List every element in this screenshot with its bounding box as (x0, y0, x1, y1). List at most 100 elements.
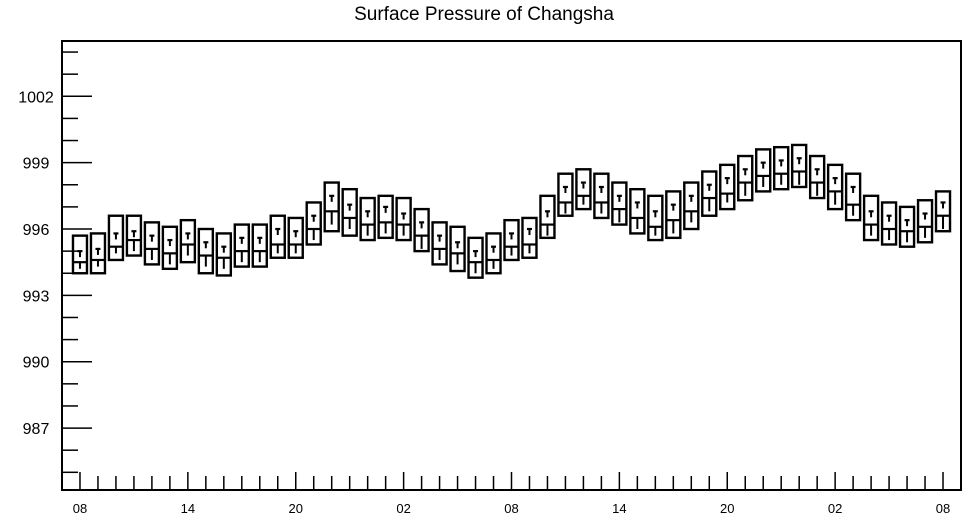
x-tick-label: 08 (73, 501, 87, 516)
box (755, 148, 772, 193)
x-tick-label: 02 (828, 501, 842, 516)
box-range (377, 194, 394, 240)
y-tick-label: 1002 (18, 89, 54, 106)
box-range (197, 227, 215, 275)
box (143, 221, 161, 266)
box (934, 190, 952, 233)
x-tick-label: 14 (181, 501, 195, 516)
box (808, 154, 826, 200)
box (611, 181, 628, 226)
box (233, 223, 251, 268)
box-range (647, 194, 664, 242)
box-range (790, 143, 808, 189)
box-range (413, 207, 430, 253)
box-range (898, 205, 916, 248)
box-range (125, 214, 143, 257)
box (449, 225, 466, 273)
box-range (880, 201, 898, 246)
box-range (737, 154, 754, 202)
box (593, 172, 610, 220)
box-range (701, 170, 718, 217)
y-tick-label: 999 (23, 156, 50, 173)
box (898, 205, 916, 248)
box-range (233, 223, 251, 268)
chart-title: Surface Pressure of Changsha (354, 4, 614, 25)
box-range (143, 221, 161, 266)
box (737, 154, 754, 202)
box (341, 187, 358, 237)
box-range (287, 216, 304, 259)
box (269, 214, 286, 259)
box-range (521, 216, 538, 259)
box (197, 227, 215, 275)
box-range (575, 168, 592, 211)
box (629, 187, 646, 235)
box-range (808, 154, 826, 200)
box (251, 223, 268, 268)
box-range (683, 181, 700, 231)
box (916, 199, 934, 244)
box (125, 214, 143, 257)
box (701, 170, 718, 217)
box-range (215, 232, 233, 277)
box (413, 207, 430, 253)
box-range (755, 148, 772, 193)
box (719, 163, 736, 211)
box (880, 201, 898, 246)
y-tick-label: 996 (23, 222, 50, 239)
box (826, 163, 844, 211)
box-range (449, 225, 466, 273)
box (773, 145, 790, 191)
box-range (359, 196, 376, 242)
box-range (611, 181, 628, 226)
box (557, 172, 574, 217)
box (395, 196, 412, 242)
box-series (71, 143, 952, 279)
y-axis: 987 990 993 996 999 1002 (18, 51, 92, 474)
box-range (161, 225, 179, 271)
box (485, 232, 502, 275)
box-range (539, 194, 556, 240)
box (179, 218, 197, 264)
y-tick-label: 990 (23, 355, 50, 372)
box (575, 168, 592, 211)
box-range (826, 163, 844, 211)
box-range (719, 163, 736, 211)
box (305, 201, 322, 246)
box-range (341, 187, 358, 237)
box-range (593, 172, 610, 220)
x-tick-label: 02 (396, 501, 410, 516)
box-range (844, 172, 862, 222)
box-range (665, 190, 682, 240)
box-range (431, 221, 448, 266)
box (467, 236, 484, 279)
box (539, 194, 556, 240)
box (665, 190, 682, 240)
box-range (773, 145, 790, 191)
box (323, 181, 340, 233)
box-range (395, 196, 412, 242)
x-tick-label: 08 (504, 501, 518, 516)
box-range (862, 194, 880, 242)
x-tick-label: 20 (720, 501, 734, 516)
y-tick-label: 987 (23, 421, 50, 438)
box-range (179, 218, 197, 264)
x-tick-label: 20 (289, 501, 303, 516)
box (647, 194, 664, 242)
x-tick-label: 14 (612, 501, 626, 516)
box (790, 143, 808, 189)
x-tick-label: 08 (936, 501, 950, 516)
box (844, 172, 862, 222)
box (89, 232, 107, 275)
y-tick-label: 993 (23, 288, 50, 305)
box-range (71, 234, 89, 275)
box (107, 214, 125, 262)
box-range (467, 236, 484, 279)
x-axis: 08 14 20 02 08 14 20 02 08 (73, 472, 950, 516)
box (215, 232, 233, 277)
box (521, 216, 538, 259)
box-range (251, 223, 268, 268)
box-range (629, 187, 646, 235)
box-range (323, 181, 340, 233)
